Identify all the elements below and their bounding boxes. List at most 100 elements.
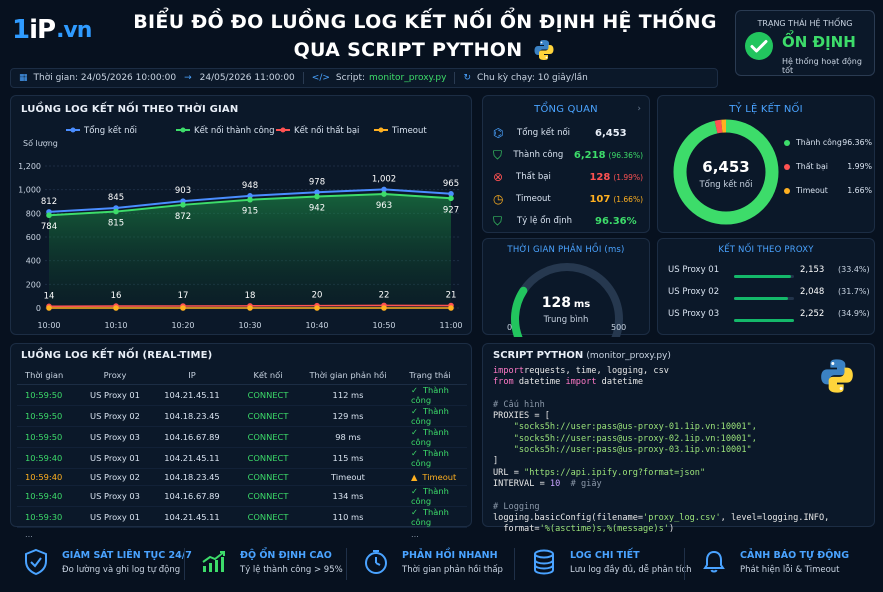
- overview-value: 96.36%: [595, 215, 637, 227]
- data-point[interactable]: [46, 305, 52, 311]
- cell-proxy: US Proxy 01: [90, 511, 140, 522]
- overview-panel: TỔNG QUAN › ⌬ Tổng kết nối 6,453 ⛉ Thành côn…: [482, 95, 650, 233]
- status-label: TRẠNG THÁI HỆ THỐNG: [757, 19, 853, 28]
- code-token: 'proxy_log.csv': [643, 512, 721, 523]
- donut-center-label: Tổng kết nối: [699, 180, 753, 190]
- table-row[interactable]: 10:59:50 US Proxy 01 104.21.45.11 CONNECT 11…: [17, 384, 467, 405]
- data-point[interactable]: [46, 212, 52, 219]
- table-header-row: Thời gian Proxy IP Kết nối Thời gian phản hồ…: [17, 366, 467, 384]
- legend-item[interactable]: Kết nối thất bại: [276, 125, 359, 136]
- data-point[interactable]: [180, 202, 186, 208]
- status-sub: Hệ thống hoạt động tốt: [782, 57, 862, 75]
- feature-sub: Phát hiện lỗi & Timeout: [740, 564, 840, 575]
- database-icon: [530, 548, 558, 576]
- feature-item: LOG CHI TIẾT Lưu log đầy đủ, dễ phân tích: [530, 540, 700, 584]
- legend-marker: [180, 127, 186, 133]
- legend-label: Thất bại: [796, 162, 828, 171]
- x-circle-icon: ⊗: [493, 170, 504, 184]
- title-line2-wrap: QUA SCRIPT PYTHON: [120, 36, 730, 64]
- data-point[interactable]: [381, 186, 387, 193]
- data-point[interactable]: [314, 305, 320, 311]
- check-circle-icon: [745, 32, 773, 60]
- check-icon: ✓: [411, 447, 418, 458]
- column-header[interactable]: Kết nối: [253, 369, 283, 380]
- column-header[interactable]: Proxy: [103, 369, 127, 380]
- data-point[interactable]: [113, 208, 119, 215]
- legend-value: 1.99%: [847, 162, 872, 171]
- shield-check-icon: [22, 548, 50, 576]
- feature-sub: Đo lường và ghi log tự động: [62, 564, 181, 575]
- cell-response: 134 ms: [332, 490, 364, 501]
- legend-item[interactable]: Timeout: [374, 126, 427, 136]
- shield-check-icon: ⛉: [493, 147, 503, 162]
- data-point[interactable]: [314, 193, 320, 200]
- proxy-value: 2,252: [800, 309, 825, 319]
- code-line: ]: [493, 456, 829, 467]
- x-tick-label: 10:00: [37, 321, 60, 330]
- y-axis-label: Số lượng: [23, 138, 58, 148]
- chevron-right-icon[interactable]: ›: [637, 104, 641, 114]
- overview-row: ◷ Timeout 107 (1.66%): [493, 190, 643, 208]
- data-point[interactable]: [113, 305, 119, 311]
- overview-row: ⌬ Tổng kết nối 6,453: [493, 124, 643, 142]
- column-header[interactable]: IP: [188, 369, 196, 380]
- feature-item: PHẢN HỒI NHANH Thời gian phản hồi thấp: [362, 540, 532, 584]
- column-header[interactable]: Thời gian phản hồi: [309, 369, 387, 380]
- table-row[interactable]: 10:59:50 US Proxy 02 104.18.23.45 CONNECT 12…: [17, 405, 467, 426]
- legend-label: Tổng kết nối: [83, 125, 137, 136]
- code-line: "socks5h://user:pass@us-proxy-02.1ip.vn:…: [493, 434, 829, 445]
- data-point[interactable]: [381, 191, 387, 197]
- data-label: 21: [446, 291, 457, 301]
- data-point[interactable]: [448, 305, 454, 311]
- code-line: logging.basicConfig(filename='proxy_log.…: [493, 513, 829, 524]
- y-tick-label: 800: [26, 209, 41, 218]
- data-point[interactable]: [448, 191, 454, 197]
- data-point[interactable]: [247, 193, 253, 199]
- table-row[interactable]: 10:59:40 US Proxy 02 104.18.23.45 CONNECT Ti…: [17, 468, 467, 486]
- feature-sub: Lưu log đầy đủ, dễ phân tích: [570, 564, 692, 575]
- script-header: SCRIPT PYTHON (monitor_proxy.py): [493, 350, 671, 361]
- code-token: [560, 479, 570, 489]
- cycle-info: ↻ Chu kỳ chạy: 10 giây/lần: [455, 69, 595, 87]
- overview-label: Timeout: [516, 194, 551, 204]
- table-row[interactable]: 10:59:50 US Proxy 03 104.16.67.89 CONNECT 98…: [17, 426, 467, 447]
- check-icon: ✓: [411, 506, 418, 517]
- overview-row: ⛉ Thành công 6,218 (96.36%): [493, 146, 643, 164]
- table-row[interactable]: 10:59:40 US Proxy 03 104.16.67.89 CONNECT 13…: [17, 485, 467, 507]
- data-point[interactable]: [314, 189, 320, 196]
- data-point[interactable]: [247, 196, 253, 203]
- table-row[interactable]: 10:59:30 US Proxy 01 104.21.45.11 CONNECT 11…: [17, 506, 467, 528]
- cell-response: 98 ms: [335, 431, 361, 442]
- data-label: 978: [309, 177, 325, 187]
- table-row[interactable]: 10:59:40 US Proxy 01 104.21.45.11 CONNECT 11…: [17, 447, 467, 468]
- legend-label: Timeout: [796, 186, 828, 195]
- overview-label: Tỷ lệ ổn định: [517, 216, 573, 226]
- data-point[interactable]: [247, 305, 253, 311]
- column-header[interactable]: Trạng thái: [409, 369, 451, 380]
- code-line: PROXIES = [: [493, 411, 829, 422]
- column-header[interactable]: Thời gian: [25, 369, 64, 380]
- time-range: ▦ Thời gian: 24/05/2026 10:00:00 → 24/05…: [11, 69, 303, 87]
- donut-slice[interactable]: [673, 119, 779, 225]
- proxy-row: US Proxy 01 2,153 (33.4%): [658, 263, 876, 283]
- data-point[interactable]: [180, 305, 186, 311]
- data-point[interactable]: [381, 305, 387, 311]
- proxy-value: 2,048: [800, 287, 825, 297]
- feature-text: ĐỘ ỔN ĐỊNH CAO Tỷ lệ thành công > 95%: [240, 550, 343, 575]
- cell-ip: 104.18.23.45: [164, 410, 220, 421]
- code-block[interactable]: importrequests, time, logging, csv from d…: [493, 366, 829, 535]
- code-token: '%(asctime)s,%(message)s': [539, 524, 669, 535]
- legend-value: 1.66%: [847, 186, 872, 195]
- legend-item[interactable]: Tổng kết nối: [66, 125, 137, 136]
- stopwatch-icon: [362, 548, 390, 576]
- legend-dot: [784, 139, 790, 146]
- proxy-pct: (31.7%): [838, 287, 870, 296]
- legend-item[interactable]: Kết nối thành công: [176, 125, 275, 136]
- code-token: # Logging: [493, 501, 540, 512]
- cell-ip: 104.21.45.11: [164, 452, 220, 463]
- data-point[interactable]: [448, 195, 454, 202]
- response-value: 128: [541, 295, 571, 311]
- feature-text: PHẢN HỒI NHANH Thời gian phản hồi thấp: [402, 550, 503, 575]
- more-indicator: ...: [411, 529, 419, 540]
- feature-text: CẢNH BÁO TỰ ĐỘNG Phát hiện lỗi & Timeout: [740, 550, 849, 575]
